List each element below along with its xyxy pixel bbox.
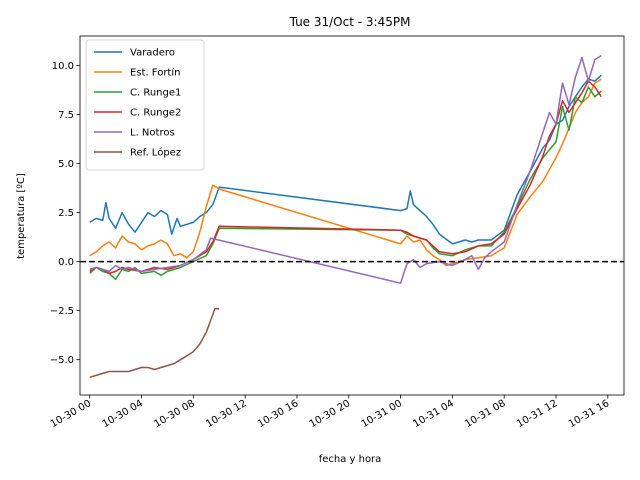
series-line-4 [89,80,602,275]
legend: Varadero Est. Fortín C. Runge1 C. Runge2 L. … [85,39,205,171]
y-axis-label: temperatura [ºC] [16,173,27,259]
legend-entry: Varadero [130,48,175,59]
legend-entry: C. Runge1 [130,88,181,99]
legend-entry: C. Runge2 [130,108,181,119]
y-tick-label: 2.5 [58,208,74,219]
y-tick-label: −5.0 [50,355,74,366]
series-lines [89,54,602,379]
legend-entry: L. Notros [130,128,175,139]
y-tick-label: 5.0 [58,159,74,170]
x-axis-label: fecha y hora [319,454,382,465]
axes-frame [79,35,625,396]
legend-entry: Ref. López [130,147,181,159]
series-line-1 [89,74,602,245]
series-line-2 [89,78,602,267]
series-line-5 [89,54,602,284]
y-tick-label: 0.0 [58,257,74,268]
legend-entry: Est. Fortín [130,67,180,79]
chart-title: Tue 31/Oct - 3:45PM [289,15,411,29]
series-line-6 [89,307,220,379]
y-tick-label: −2.5 [50,306,74,317]
y-tick-label: 10.0 [52,61,74,72]
y-tick-label: 7.5 [58,110,74,121]
